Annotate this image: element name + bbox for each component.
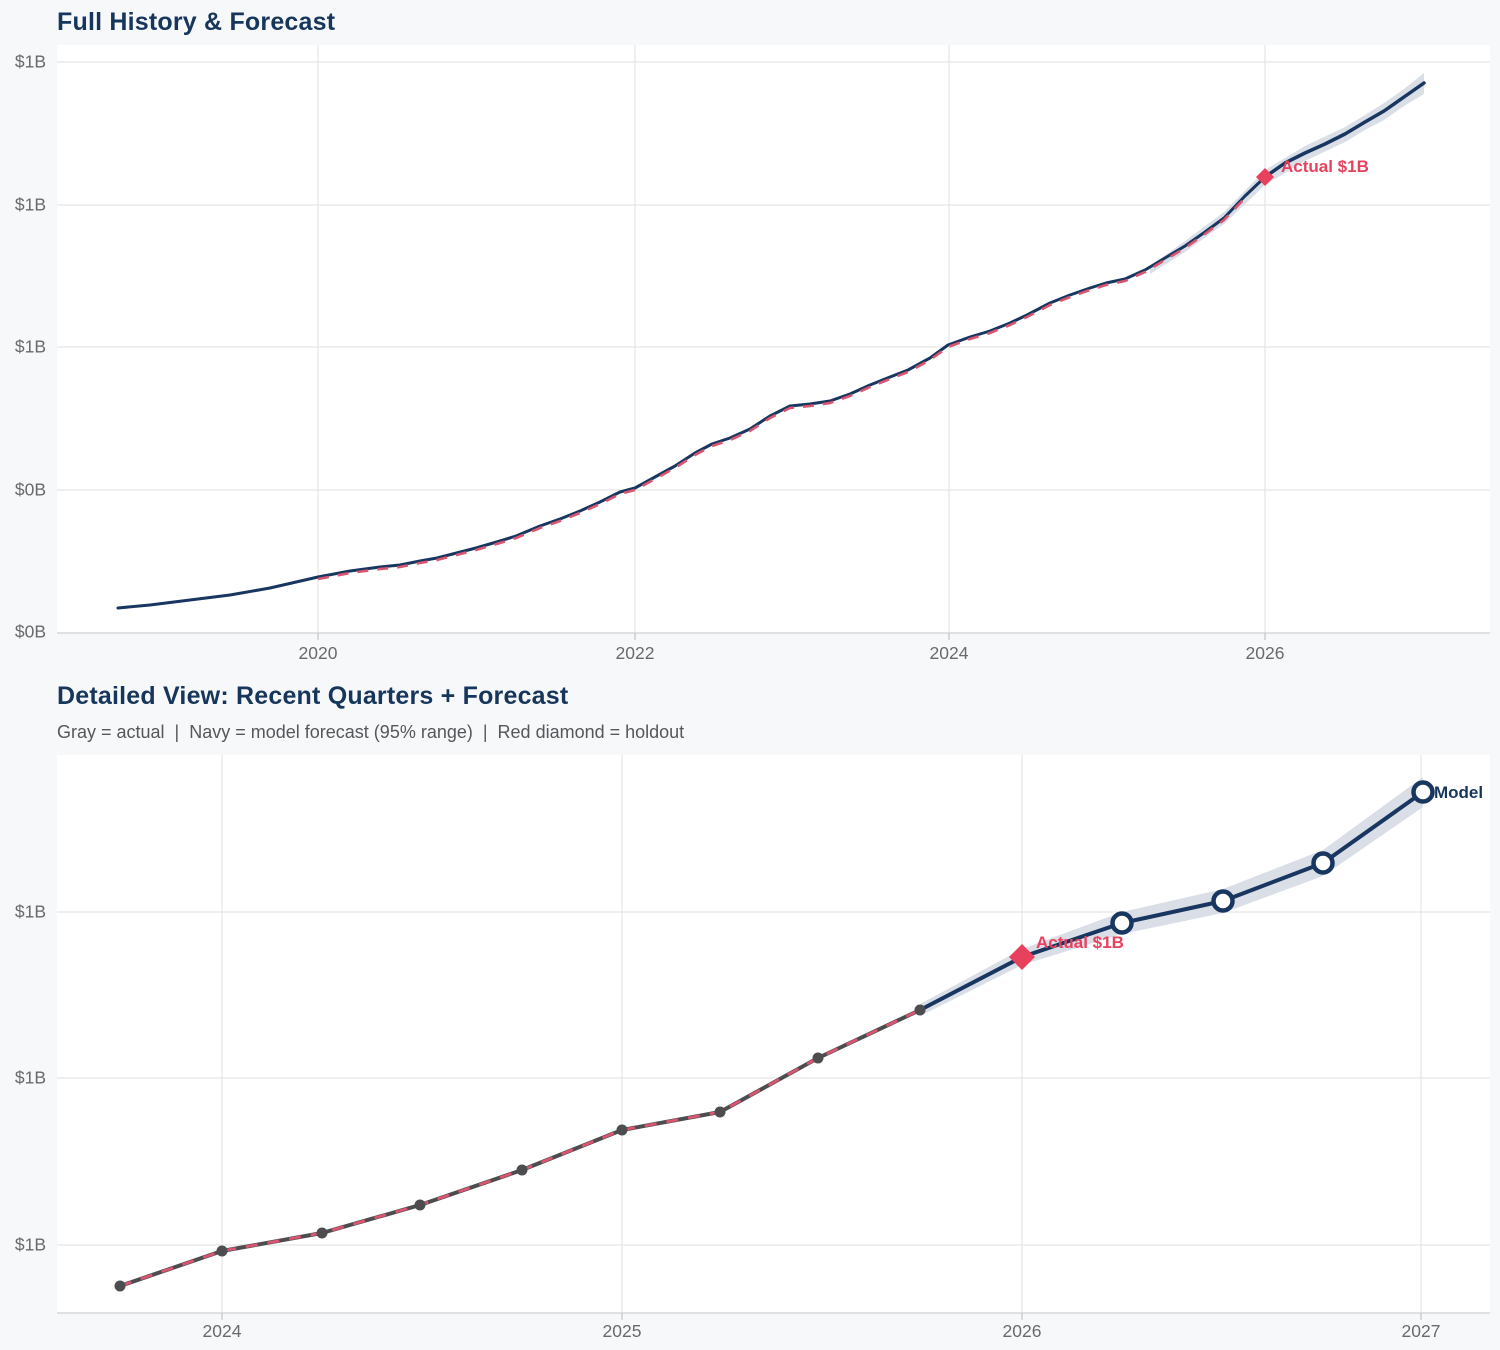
holdout-diamond-icon <box>1256 168 1274 186</box>
top-y-tick: $1B <box>14 336 46 357</box>
bottom-chart <box>57 755 1490 1320</box>
history-line <box>116 175 1267 610</box>
actual-point-marker <box>616 1124 628 1136</box>
actual-point-marker <box>812 1052 824 1064</box>
top-plot-area <box>57 45 1490 633</box>
axis-ticks <box>317 633 1266 640</box>
model-point-marker <box>1411 780 1435 804</box>
bottom-x-tick: 2027 <box>1401 1321 1441 1341</box>
top-chart-title: Full History & Forecast <box>57 8 336 36</box>
bottom-chart-subtitle: Gray = actual | Navy = model forecast (9… <box>57 722 685 742</box>
forecast-line <box>1263 81 1426 179</box>
bottom-y-tick: $1B <box>14 1234 46 1255</box>
bottom-y-tick: $1B <box>14 1067 46 1088</box>
top-y-tick: $0B <box>14 621 46 642</box>
actual-point-markers <box>114 1004 926 1292</box>
actual-point-marker <box>714 1106 726 1118</box>
bottom-x-tick: 2024 <box>202 1321 242 1341</box>
top-x-tick: 2024 <box>929 643 969 663</box>
top-x-tick: 2026 <box>1245 643 1285 663</box>
top-x-tick: 2020 <box>298 643 338 663</box>
axis-ticks <box>221 1313 1422 1320</box>
actual-point-marker <box>114 1280 126 1292</box>
bottom-x-tick: 2025 <box>602 1321 642 1341</box>
bottom-chart-title: Detailed View: Recent Quarters + Forecas… <box>57 682 569 710</box>
top-y-tick: $1B <box>14 194 46 215</box>
model-point-marker <box>1110 911 1134 935</box>
actual-point-marker <box>216 1245 228 1257</box>
top-gridlines <box>57 45 1490 633</box>
bottom-gridlines <box>57 755 1490 1313</box>
actual-point-marker <box>516 1164 528 1176</box>
model-fit-dashed-line <box>317 197 1246 581</box>
model-point-markers <box>1110 780 1435 935</box>
bottom-x-tick: 2026 <box>1002 1321 1042 1341</box>
model-forecast-line <box>918 790 1425 1012</box>
holdout-diamond-icon <box>1009 944 1035 970</box>
bottom-plot-area <box>57 755 1490 1313</box>
model-point-marker <box>1211 889 1235 913</box>
model-point-marker <box>1311 851 1335 875</box>
top-x-tick: 2022 <box>615 643 655 663</box>
actual-point-marker <box>414 1199 426 1211</box>
holdout-annotation: Actual $1B <box>1036 933 1124 952</box>
bottom-y-tick: $1B <box>14 901 46 922</box>
actual-point-marker <box>316 1227 328 1239</box>
top-y-tick: $0B <box>14 479 46 500</box>
top-y-tick: $1B <box>14 51 46 72</box>
top-chart <box>57 45 1490 640</box>
actual-point-marker <box>914 1004 926 1016</box>
model-label: Model <box>1434 783 1484 802</box>
forecast-confidence-band <box>920 777 1423 1016</box>
holdout-annotation: Actual $1B <box>1281 157 1369 176</box>
